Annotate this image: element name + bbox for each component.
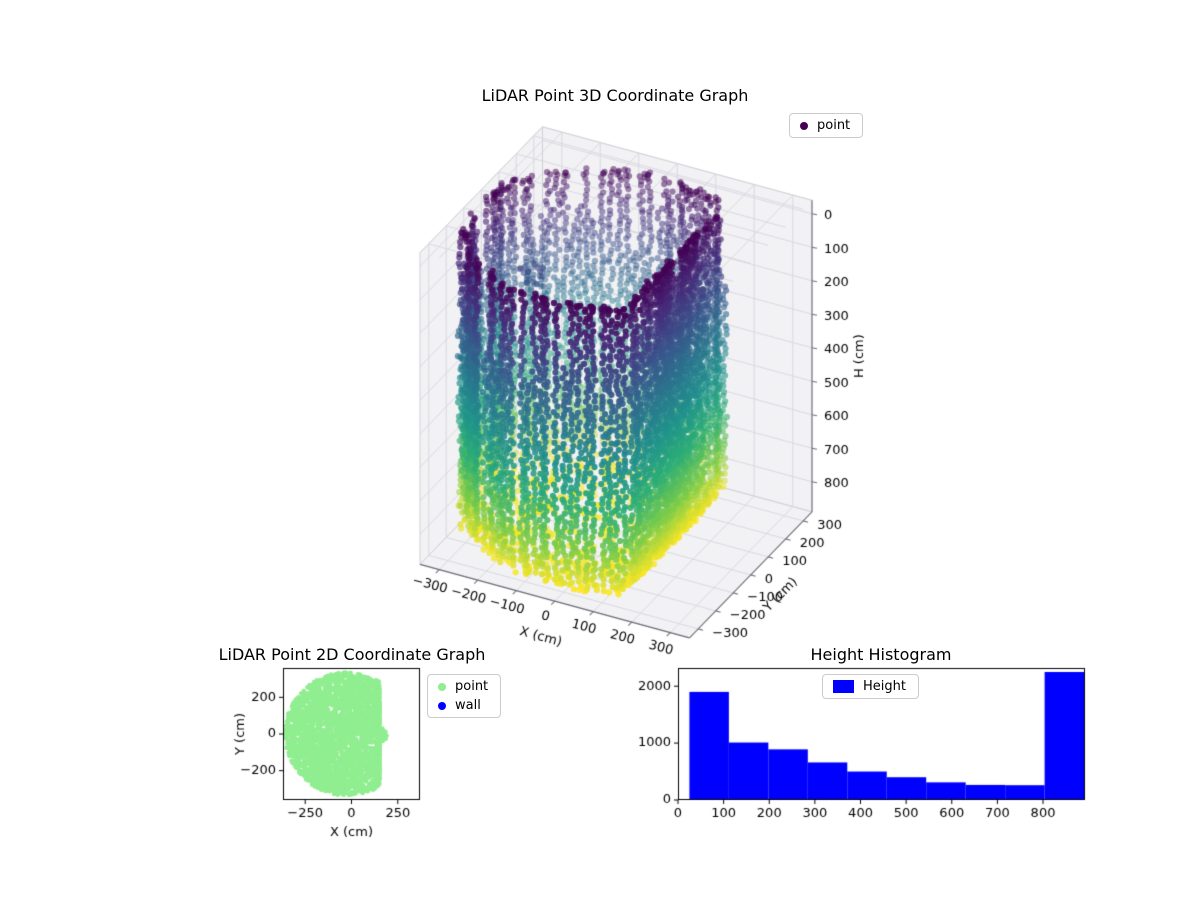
height-swatch-icon — [833, 680, 854, 693]
legend-label-point-3d: point — [817, 118, 851, 133]
legend-item-height: Height — [833, 680, 906, 693]
legend-label-height: Height — [863, 679, 906, 694]
legend-3d: point — [789, 113, 864, 138]
legend-2d: point wall — [427, 674, 502, 718]
title-2d-plot: LiDAR Point 2D Coordinate Graph — [218, 645, 486, 664]
wall-marker-icon — [438, 701, 446, 710]
legend-histogram: Height — [822, 674, 919, 699]
legend-item-point-2d: point — [438, 680, 488, 693]
legend-item-point-3d: point — [800, 119, 850, 132]
title-3d-plot: LiDAR Point 3D Coordinate Graph — [481, 86, 749, 105]
point-marker-icon — [438, 682, 446, 691]
legend-item-wall-2d: wall — [438, 699, 488, 712]
legend-label-wall-2d: wall — [455, 698, 481, 713]
title-histogram: Height Histogram — [810, 645, 952, 664]
legend-label-point-2d: point — [455, 679, 489, 694]
point-marker-icon — [800, 121, 808, 130]
